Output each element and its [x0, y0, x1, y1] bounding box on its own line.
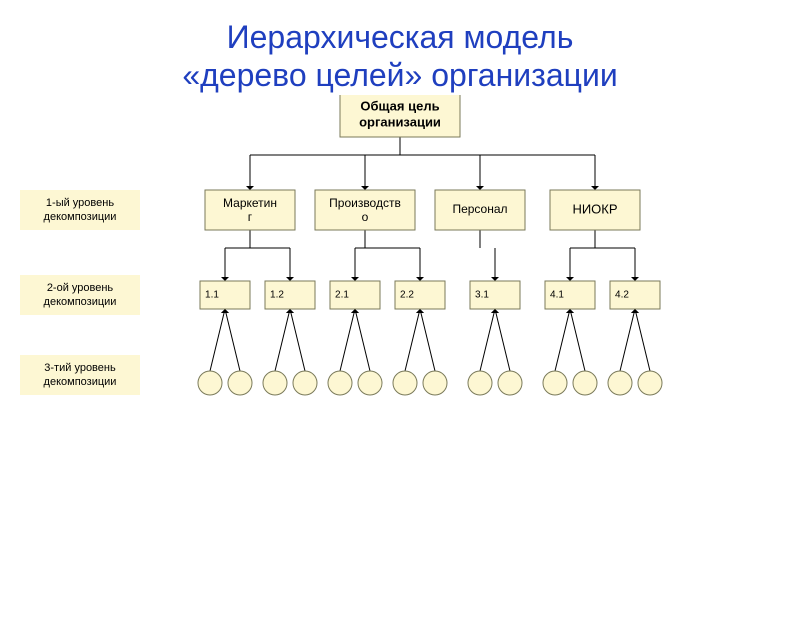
- l3-node-2: [263, 371, 287, 395]
- level-label-1-l2: декомпозиции: [44, 211, 117, 223]
- l2-label-2: 2.1: [335, 289, 349, 300]
- l1-label-1: Производств: [329, 196, 401, 210]
- page-title: Иерархическая модель «дерево целей» орга…: [0, 18, 800, 95]
- l3-node-10: [543, 371, 567, 395]
- l3-node-13: [638, 371, 662, 395]
- l3-node-5: [358, 371, 382, 395]
- l3-node-0: [198, 371, 222, 395]
- l3-node-7: [423, 371, 447, 395]
- l2-label-1: 1.2: [270, 289, 284, 300]
- l2-label-4: 3.1: [475, 289, 489, 300]
- root-l2: организации: [359, 114, 441, 129]
- tree-diagram: 1-ый уровень декомпозиции 2-ой уровень деко…: [0, 95, 800, 575]
- level-label-1-l1: 1-ый уровень: [46, 197, 114, 209]
- l3-node-1: [228, 371, 252, 395]
- l3-node-8: [468, 371, 492, 395]
- root-l1: Общая цель: [360, 98, 439, 113]
- l1-label-0-b: г: [248, 210, 253, 224]
- l2-label-6: 4.2: [615, 289, 629, 300]
- l3-node-11: [573, 371, 597, 395]
- l2-label-0: 1.1: [205, 289, 219, 300]
- title-line2: «дерево целей» организации: [182, 57, 617, 93]
- l2-label-5: 4.1: [550, 289, 564, 300]
- l3-node-4: [328, 371, 352, 395]
- l3-node-9: [498, 371, 522, 395]
- level-label-2-l1: 2-ой уровень: [47, 282, 114, 294]
- l3-node-6: [393, 371, 417, 395]
- l1-label-0: Маркетин: [223, 196, 277, 210]
- level-label-3-l1: 3-тий уровень: [44, 362, 116, 374]
- l2-label-3: 2.2: [400, 289, 414, 300]
- l3-node-3: [293, 371, 317, 395]
- title-line1: Иерархическая модель: [227, 19, 574, 55]
- l1-label-1-b: о: [362, 210, 369, 224]
- level-label-3-l2: декомпозиции: [44, 376, 117, 388]
- l1-label-2: Персонал: [452, 202, 507, 216]
- level-label-2-l2: декомпозиции: [44, 296, 117, 308]
- l1-label-3: НИОКР: [572, 201, 617, 216]
- l3-node-12: [608, 371, 632, 395]
